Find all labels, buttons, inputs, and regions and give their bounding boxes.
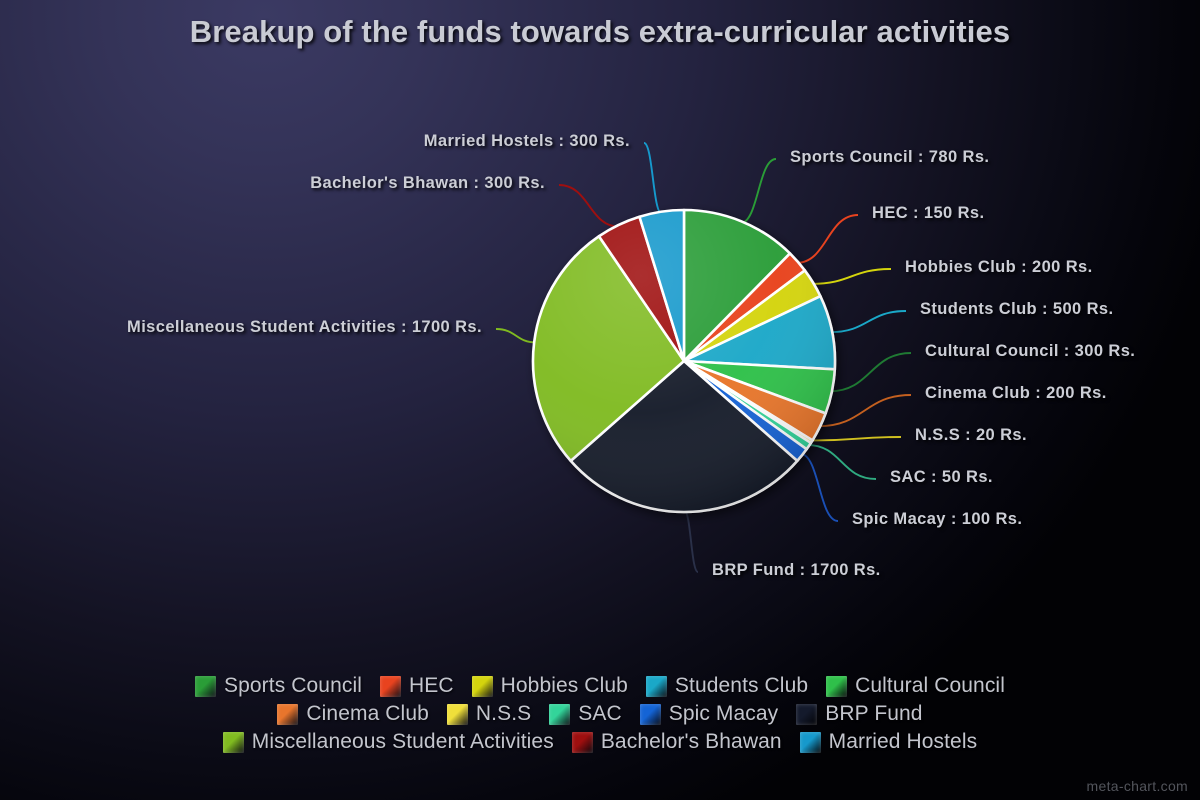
watermark: meta-chart.com [1086,778,1188,794]
legend-label: Bachelor's Bhawan [600,730,782,753]
leader-line-sports-council [740,158,777,225]
legend-swatch-icon [379,675,401,697]
legend-item[interactable]: Students Club [645,674,809,698]
legend-row: Miscellaneous Student Activities Bachelor… [0,728,1200,756]
legend-label: Spic Macay [668,702,779,725]
legend-item[interactable]: N.S.S [446,702,532,726]
legend-label: Hobbies Club [500,674,628,697]
legend-label: Cultural Council [855,674,1005,697]
legend-label: Sports Council [224,674,362,697]
legend-swatch-icon [796,703,818,725]
legend-item[interactable]: Cultural Council [826,674,1005,698]
callout-label-sac: SAC : 50 Rs. [890,468,993,486]
legend-item[interactable]: Miscellaneous Student Activities [222,730,554,754]
leader-line-nss [809,436,902,442]
legend-swatch-icon [645,675,667,697]
legend-item[interactable]: SAC [549,702,622,726]
legend-swatch-icon [222,731,244,753]
legend-label: SAC [578,702,622,725]
legend-label: Cinema Club [306,702,429,725]
legend-swatch-icon [549,703,571,725]
legend-row: Cinema Club N.S.S SAC Spic Macay BRP Fund [0,700,1200,728]
chart-legend: Sports Council HEC Hobbies Club Students Cl… [0,672,1200,756]
leader-line-cultural-council [829,352,912,393]
legend-swatch-icon [446,703,468,725]
leader-line-hec [796,214,859,264]
legend-row: Sports Council HEC Hobbies Club Students Cl… [0,672,1200,700]
legend-label: Miscellaneous Student Activities [251,730,554,753]
leader-line-students-club [830,310,907,334]
leader-line-misc-activities [495,328,537,344]
legend-item[interactable]: Spic Macay [639,702,779,726]
legend-item[interactable]: Cinema Club [277,702,429,726]
callout-label-bachelors-bhawan: Bachelor's Bhawan : 300 Rs. [310,174,545,192]
legend-label: HEC [408,674,454,697]
legend-swatch-icon [277,703,299,725]
legend-swatch-icon [571,731,593,753]
callout-label-hec: HEC : 150 Rs. [872,204,985,222]
legend-swatch-icon [195,675,217,697]
legend-swatch-icon [471,675,493,697]
legend-item[interactable]: Married Hostels [799,730,978,754]
callout-label-cinema-club: Cinema Club : 200 Rs. [925,384,1107,402]
legend-item[interactable]: Sports Council [195,674,362,698]
legend-item[interactable]: HEC [379,674,454,698]
callout-label-sports-council: Sports Council : 780 Rs. [790,148,990,166]
legend-label: Students Club [674,674,809,697]
legend-swatch-icon [639,703,661,725]
legend-swatch-icon [799,731,821,753]
leader-line-married-hostels [643,142,663,215]
legend-label: N.S.S [475,702,532,725]
leader-line-spic-macay [800,452,839,522]
callout-label-brp-fund: BRP Fund : 1700 Rs. [712,561,881,579]
chart-title: Breakup of the funds towards extra-curri… [189,14,1011,49]
leader-line-bachelors-bhawan [558,184,620,228]
callout-label-married-hostels: Married Hostels : 300 Rs. [423,132,630,150]
leader-line-hobbies-club [811,268,892,285]
legend-item[interactable]: BRP Fund [796,702,922,726]
legend-swatch-icon [826,675,848,697]
legend-item[interactable]: Hobbies Club [471,674,628,698]
callout-label-students-club: Students Club : 500 Rs. [920,300,1114,318]
legend-label: Married Hostels [828,730,978,753]
leader-line-sac [807,443,877,480]
pie-slices-group [531,208,837,514]
legend-item[interactable]: Bachelor's Bhawan [571,730,782,754]
leader-line-brp-fund [683,509,699,573]
callout-label-hobbies-club: Hobbies Club : 200 Rs. [905,258,1093,276]
leader-line-cinema-club [817,394,912,428]
callout-label-spic-macay: Spic Macay : 100 Rs. [852,510,1023,528]
callout-label-cultural-council: Cultural Council : 300 Rs. [925,342,1136,360]
legend-label: BRP Fund [825,702,923,725]
callout-label-misc-activities: Miscellaneous Student Activities : 1700 … [127,318,482,336]
callout-label-nss: N.S.S : 20 Rs. [915,426,1027,444]
